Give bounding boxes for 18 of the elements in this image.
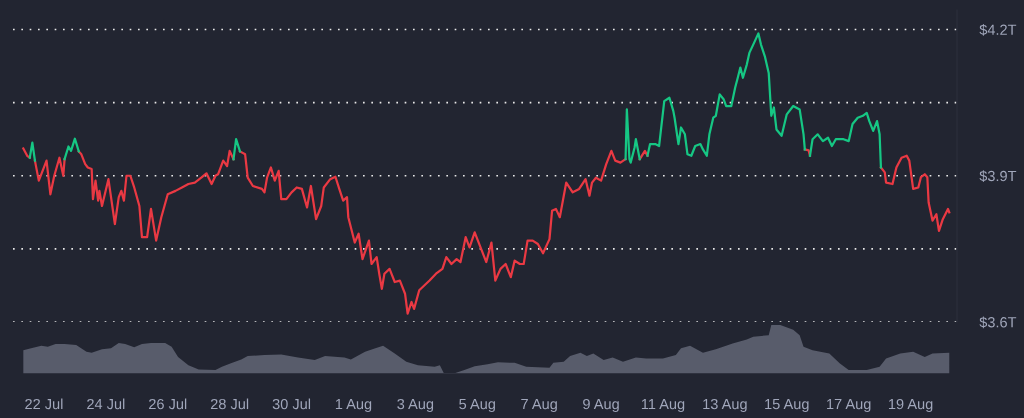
x-tick-label: 17 Aug	[827, 399, 871, 413]
x-tick-label: 15 Aug	[765, 399, 809, 413]
x-tick-label: 7 Aug	[521, 399, 557, 413]
x-tick-label: 13 Aug	[703, 398, 747, 413]
y-tick-label: $3.9T	[979, 170, 1017, 183]
x-tick-label: 19 Aug	[888, 398, 933, 413]
x-tick-label: 3 Aug	[397, 398, 434, 413]
x-tick-label: 1 Aug	[335, 399, 372, 413]
y-tick-label: $3.6T	[979, 316, 1017, 329]
x-tick-label: 22 Jul	[25, 398, 63, 410]
x-tick-label: 26 Jul	[149, 398, 187, 410]
x-tick-label: 28 Jul	[210, 398, 249, 410]
x-tick-label: 24 Jul	[87, 398, 125, 410]
y-tick-label: $4.2T	[979, 23, 1017, 36]
x-tick-label: 30 Jul	[272, 398, 311, 410]
x-tick-label: 9 Aug	[583, 398, 619, 413]
x-tick-label: 11 Aug	[641, 399, 685, 413]
x-tick-label: 5 Aug	[459, 399, 495, 413]
